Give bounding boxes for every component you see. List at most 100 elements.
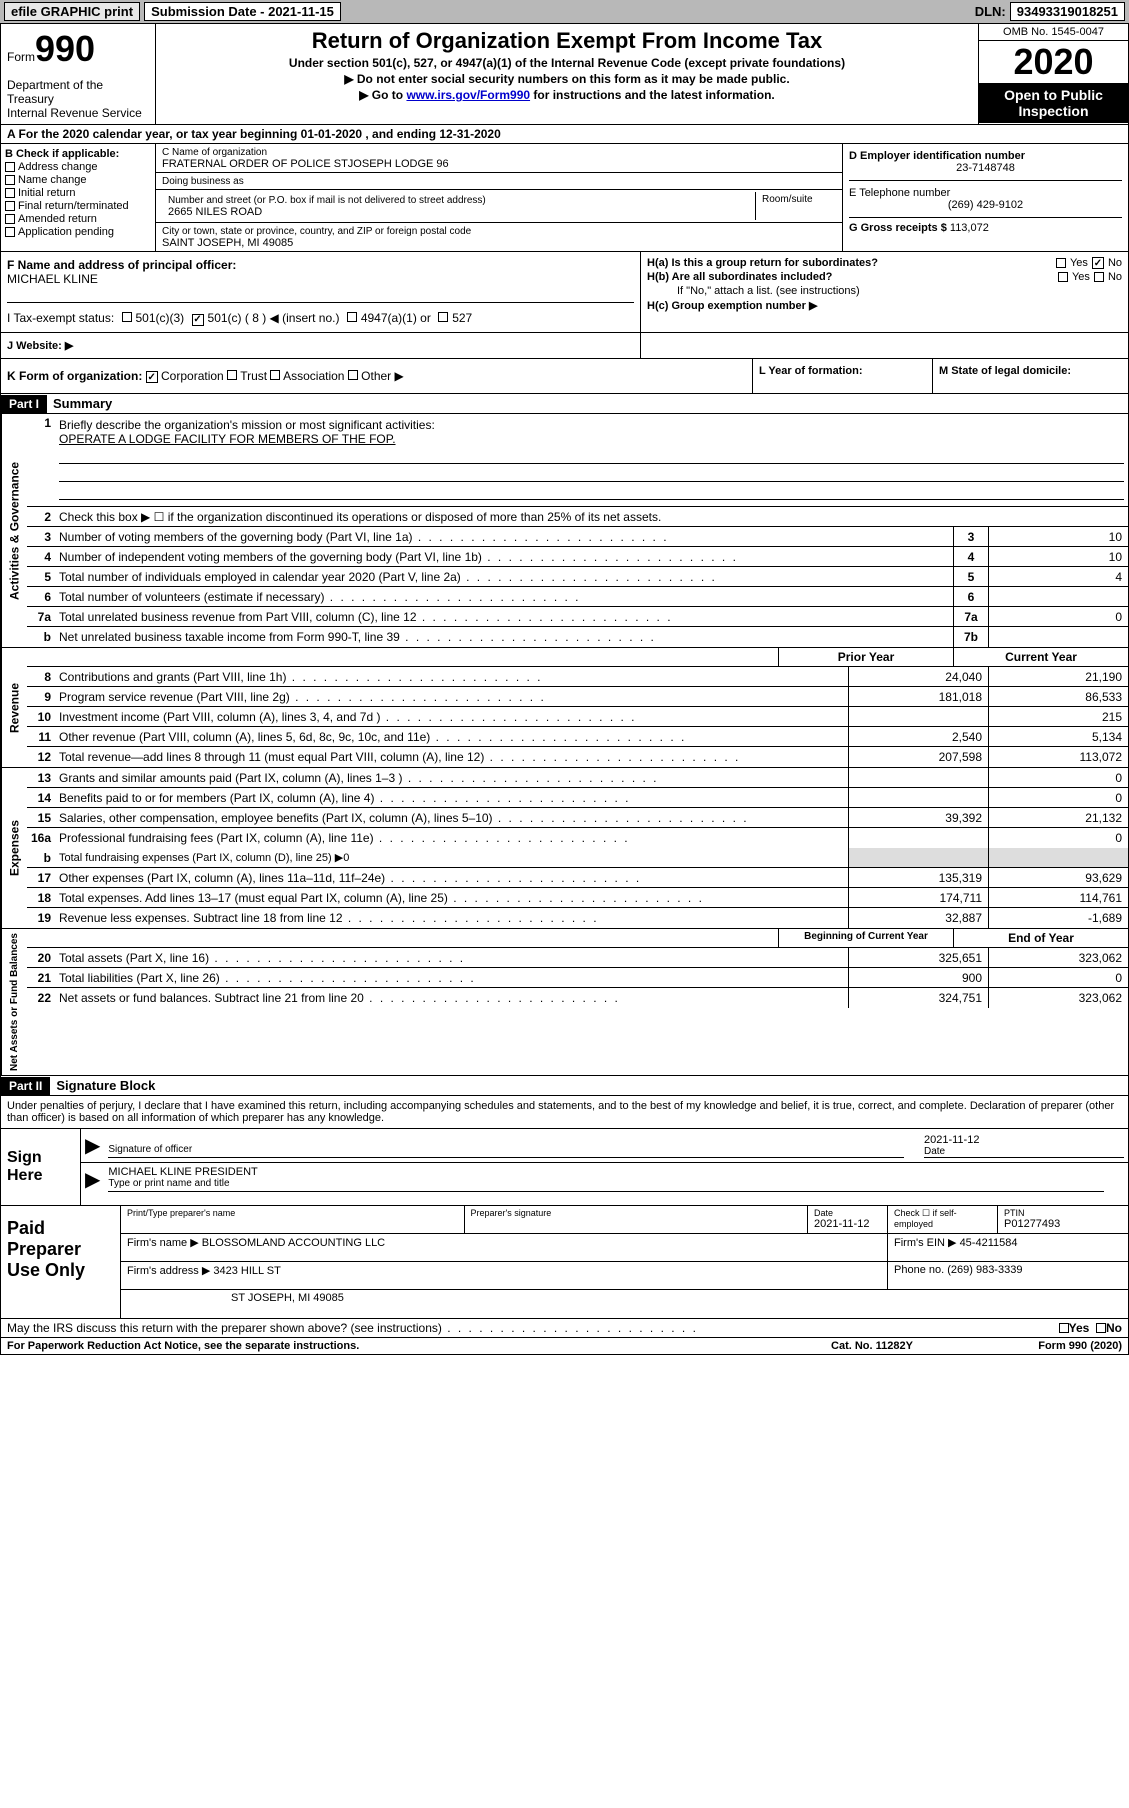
- other-label: Other ▶: [361, 369, 404, 383]
- current-year-header: Current Year: [953, 648, 1128, 666]
- paid-preparer-label: Paid Preparer Use Only: [1, 1206, 121, 1318]
- line8-prior: 24,040: [848, 667, 988, 686]
- street-address: 2665 NILES ROAD: [168, 206, 262, 218]
- initial-return-checkbox[interactable]: [5, 188, 15, 198]
- form-word: Form: [7, 50, 35, 64]
- prep-sig-label: Preparer's signature: [471, 1208, 802, 1218]
- line21-current: 0: [988, 968, 1128, 987]
- line8-current: 21,190: [988, 667, 1128, 686]
- amended-return-checkbox[interactable]: [5, 214, 15, 224]
- org-name-label: C Name of organization: [162, 147, 267, 158]
- part2-title: Signature Block: [50, 1076, 161, 1095]
- ha-yes-checkbox[interactable]: [1056, 258, 1066, 268]
- form-title: Return of Organization Exempt From Incom…: [160, 28, 974, 54]
- corporation-label: Corporation: [161, 369, 224, 383]
- type-name-label: Type or print name and title: [108, 1178, 229, 1189]
- ptin-value: P01277493: [1004, 1218, 1060, 1230]
- line3-value: 10: [988, 527, 1128, 546]
- trust-checkbox[interactable]: [227, 370, 237, 380]
- line20-prior: 325,651: [848, 948, 988, 967]
- discuss-no-label: No: [1106, 1321, 1122, 1335]
- sig-arrow-icon: ▶: [85, 1133, 100, 1158]
- 501c3-checkbox[interactable]: [122, 312, 132, 322]
- form-footer: Form 990 (2020): [972, 1340, 1122, 1352]
- line11-current: 5,134: [988, 727, 1128, 746]
- amended-return-label: Amended return: [18, 213, 97, 225]
- officer-name: MICHAEL KLINE: [7, 272, 98, 286]
- line15-text: Salaries, other compensation, employee b…: [55, 809, 848, 827]
- line5-text: Total number of individuals employed in …: [55, 568, 953, 586]
- signature-declaration: Under penalties of perjury, I declare th…: [1, 1096, 1128, 1128]
- self-employed-label: Check ☐ if self-employed: [894, 1208, 991, 1229]
- 527-checkbox[interactable]: [438, 312, 448, 322]
- sig-officer-label: Signature of officer: [108, 1144, 192, 1155]
- officer-printed-name: MICHAEL KLINE PRESIDENT: [108, 1166, 257, 1178]
- instruction-2: ▶ Go to www.irs.gov/Form990 for instruct…: [160, 88, 974, 102]
- 501c-checkbox[interactable]: ✓: [192, 314, 204, 326]
- efile-print-button[interactable]: efile GRAPHIC print: [4, 2, 140, 21]
- ha-no-label: No: [1108, 257, 1122, 269]
- hb-yes-label: Yes: [1072, 271, 1090, 283]
- form990-link[interactable]: www.irs.gov/Form990: [406, 88, 530, 102]
- firm-name-value: BLOSSOMLAND ACCOUNTING LLC: [202, 1237, 385, 1249]
- ha-no-checkbox[interactable]: ✓: [1092, 257, 1104, 269]
- officer-label: F Name and address of principal officer:: [7, 258, 236, 272]
- form-number: 990: [35, 28, 95, 69]
- other-checkbox[interactable]: [348, 370, 358, 380]
- line16a-prior: [848, 828, 988, 848]
- discuss-yes-checkbox[interactable]: [1059, 1323, 1069, 1333]
- 4947-checkbox[interactable]: [347, 312, 357, 322]
- hb-yes-checkbox[interactable]: [1058, 272, 1068, 282]
- sig-date-label: Date: [924, 1146, 945, 1157]
- ha-yes-label: Yes: [1070, 257, 1088, 269]
- sig-date-value: 2021-11-12: [924, 1134, 979, 1146]
- line2-text: Check this box ▶ ☐ if the organization d…: [55, 508, 1128, 526]
- sig-arrow-icon-2: ▶: [85, 1167, 100, 1192]
- address-change-checkbox[interactable]: [5, 162, 15, 172]
- tax-status-label: I Tax-exempt status:: [7, 311, 114, 325]
- 4947-label: 4947(a)(1) or: [361, 311, 431, 325]
- discuss-no-checkbox[interactable]: [1096, 1323, 1106, 1333]
- instr2-pre: ▶ Go to: [359, 88, 406, 102]
- city-state-zip: SAINT JOSEPH, MI 49085: [162, 237, 293, 249]
- firm-phone-value: (269) 983-3339: [947, 1264, 1022, 1276]
- line13-prior: [848, 768, 988, 787]
- form-org-label: K Form of organization:: [7, 369, 142, 383]
- line12-prior: 207,598: [848, 747, 988, 767]
- address-change-label: Address change: [18, 161, 98, 173]
- association-label: Association: [283, 369, 344, 383]
- ha-label: H(a) Is this a group return for subordin…: [647, 257, 1052, 269]
- line7b-value: [988, 627, 1128, 647]
- dln-value: 93493319018251: [1010, 2, 1125, 21]
- expenses-label: Expenses: [1, 768, 27, 928]
- line16a-text: Professional fundraising fees (Part IX, …: [55, 829, 848, 847]
- ein-value: 23-7148748: [849, 162, 1122, 174]
- form-container: Form990 Department of the Treasury Inter…: [0, 23, 1129, 1355]
- cat-number: Cat. No. 11282Y: [772, 1340, 972, 1352]
- final-return-checkbox[interactable]: [5, 201, 15, 211]
- submission-date: Submission Date - 2021-11-15: [144, 2, 341, 21]
- activities-governance-label: Activities & Governance: [1, 414, 27, 647]
- city-label: City or town, state or province, country…: [162, 226, 471, 237]
- part1-header: Part I: [1, 395, 47, 413]
- line8-text: Contributions and grants (Part VIII, lin…: [55, 668, 848, 686]
- trust-label: Trust: [240, 369, 267, 383]
- firm-name-label: Firm's name ▶: [127, 1237, 199, 1249]
- application-pending-checkbox[interactable]: [5, 227, 15, 237]
- line10-current: 215: [988, 707, 1128, 726]
- line9-current: 86,533: [988, 687, 1128, 706]
- firm-phone-label: Phone no.: [894, 1264, 944, 1276]
- line22-current: 323,062: [988, 988, 1128, 1008]
- hb-no-checkbox[interactable]: [1094, 272, 1104, 282]
- line13-text: Grants and similar amounts paid (Part IX…: [55, 769, 848, 787]
- name-change-checkbox[interactable]: [5, 175, 15, 185]
- website-label: J Website: ▶: [1, 333, 641, 358]
- check-if-applicable: B Check if applicable: Address change Na…: [1, 144, 156, 251]
- phone-value: (269) 429-9102: [849, 199, 1122, 211]
- line16a-current: 0: [988, 828, 1128, 848]
- corporation-checkbox[interactable]: ✓: [146, 371, 158, 383]
- line11-text: Other revenue (Part VIII, column (A), li…: [55, 728, 848, 746]
- line15-prior: 39,392: [848, 808, 988, 827]
- line18-text: Total expenses. Add lines 13–17 (must eq…: [55, 889, 848, 907]
- association-checkbox[interactable]: [270, 370, 280, 380]
